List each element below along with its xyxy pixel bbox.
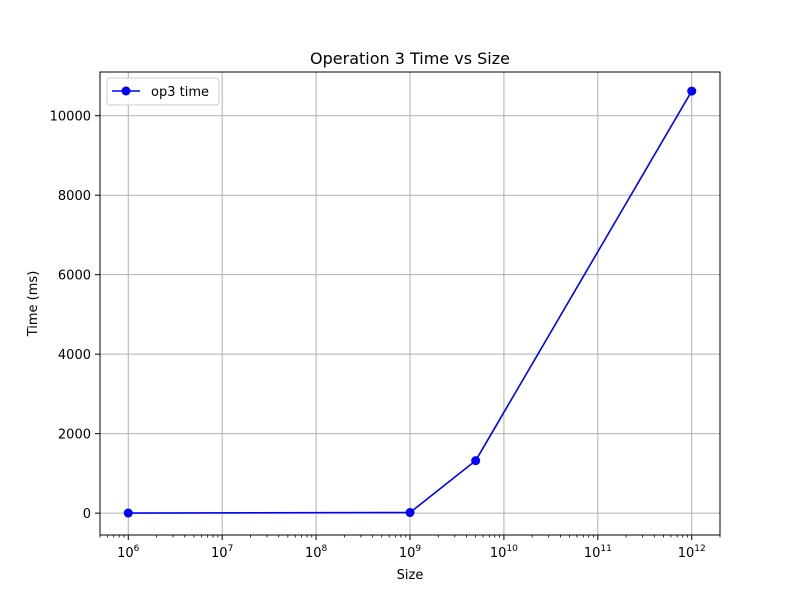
y-tick-label: 0 [83,507,91,522]
x-tick-label: 1012 [678,544,706,561]
y-axis-label: Time (ms) [26,271,41,338]
x-tick-label: 1010 [490,544,518,561]
y-tick-label: 8000 [58,189,91,204]
data-point [123,508,133,518]
x-tick-label: 109 [399,544,422,561]
y-tick-label: 10000 [50,110,91,125]
data-point [687,86,697,96]
data-point [405,508,415,518]
legend-box [106,77,220,106]
x-tick-label: 106 [117,544,140,561]
x-axis-label: Size [397,568,424,583]
series-layer [123,86,697,518]
legend: op3 time [106,77,220,106]
y-axis: 0 2000 4000 6000 8000 10000 [50,110,100,522]
legend-label: op3 time [151,85,209,100]
x-axis: 106 107 108 109 1010 1011 1012 [99,535,721,561]
legend-marker [121,86,131,96]
x-tick-label: 107 [211,544,233,561]
y-tick-label: 6000 [58,269,91,284]
y-tick-label: 4000 [58,348,91,363]
data-point [471,456,481,466]
x-tick-label: 108 [305,544,328,561]
x-tick-label: 1011 [584,544,612,561]
series-line [128,90,693,514]
y-tick-label: 2000 [58,428,91,443]
chart-title: Operation 3 Time vs Size [310,49,510,68]
